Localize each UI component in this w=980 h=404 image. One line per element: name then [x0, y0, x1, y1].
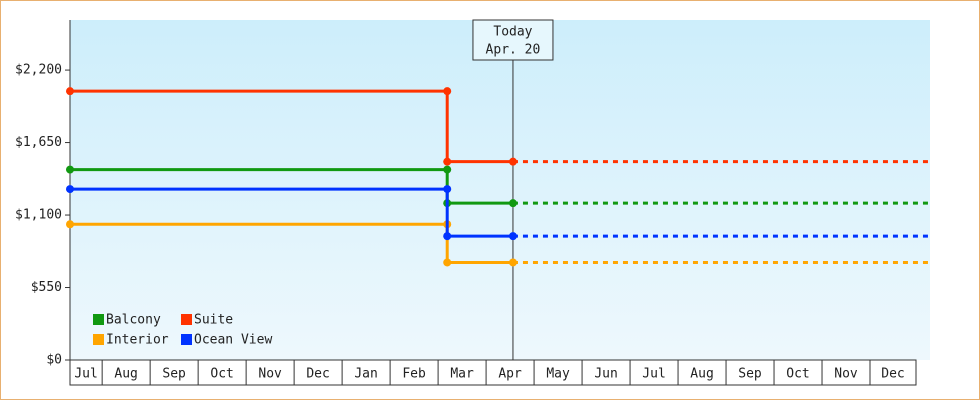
- legend-label: Ocean View: [194, 333, 272, 348]
- x-tick-label: Jun: [594, 367, 617, 382]
- data-point: [508, 199, 517, 208]
- data-point: [443, 185, 452, 194]
- data-point: [66, 87, 74, 96]
- x-tick-label: Oct: [210, 367, 233, 382]
- x-tick-label: Oct: [786, 367, 809, 382]
- x-tick-label: Mar: [450, 367, 474, 382]
- legend-label: Suite: [194, 313, 233, 328]
- series-line: [70, 187, 513, 238]
- y-tick-label: $1,100: [15, 208, 62, 223]
- x-tick-label: Sep: [738, 367, 762, 382]
- today-label: Apr. 20: [486, 43, 541, 58]
- x-axis-band: [69, 359, 917, 386]
- data-point: [443, 157, 452, 166]
- today-label: Today: [493, 25, 532, 40]
- data-point: [443, 87, 452, 96]
- legend-label: Balcony: [106, 313, 161, 328]
- data-point: [66, 185, 74, 194]
- y-tick-label: $550: [31, 280, 62, 295]
- data-point: [66, 220, 74, 229]
- y-tick-label: $0: [46, 353, 62, 368]
- x-tick-label: Jul: [642, 367, 665, 382]
- today-box: [472, 19, 554, 61]
- legend-swatch: [181, 314, 192, 325]
- data-point: [508, 258, 517, 267]
- y-tick-label: $1,650: [15, 135, 62, 150]
- legend-label: Interior: [106, 333, 169, 348]
- legend-swatch: [93, 334, 104, 345]
- x-tick-label: Dec: [881, 367, 904, 382]
- data-point: [508, 232, 517, 241]
- series-line: [70, 89, 513, 164]
- x-tick-label: Aug: [114, 367, 137, 382]
- legend-swatch: [181, 334, 192, 345]
- data-point: [443, 232, 452, 241]
- data-point: [66, 165, 74, 174]
- x-tick-label: Apr: [498, 367, 522, 382]
- x-tick-label: Sep: [162, 367, 186, 382]
- data-point: [443, 258, 452, 267]
- x-tick-label: Nov: [258, 367, 282, 382]
- y-tick-label: $2,200: [15, 63, 62, 78]
- data-point: [443, 165, 452, 174]
- x-tick-label: Dec: [306, 367, 329, 382]
- data-point: [508, 157, 517, 166]
- legend-swatch: [93, 314, 104, 325]
- x-tick-label: Jul: [74, 367, 97, 382]
- x-tick-label: Feb: [402, 367, 426, 382]
- x-tick-label: May: [546, 367, 570, 382]
- x-tick-label: Aug: [690, 367, 713, 382]
- x-tick-label: Jan: [354, 367, 377, 382]
- series-line: [70, 222, 513, 264]
- x-tick-label: Nov: [834, 367, 858, 382]
